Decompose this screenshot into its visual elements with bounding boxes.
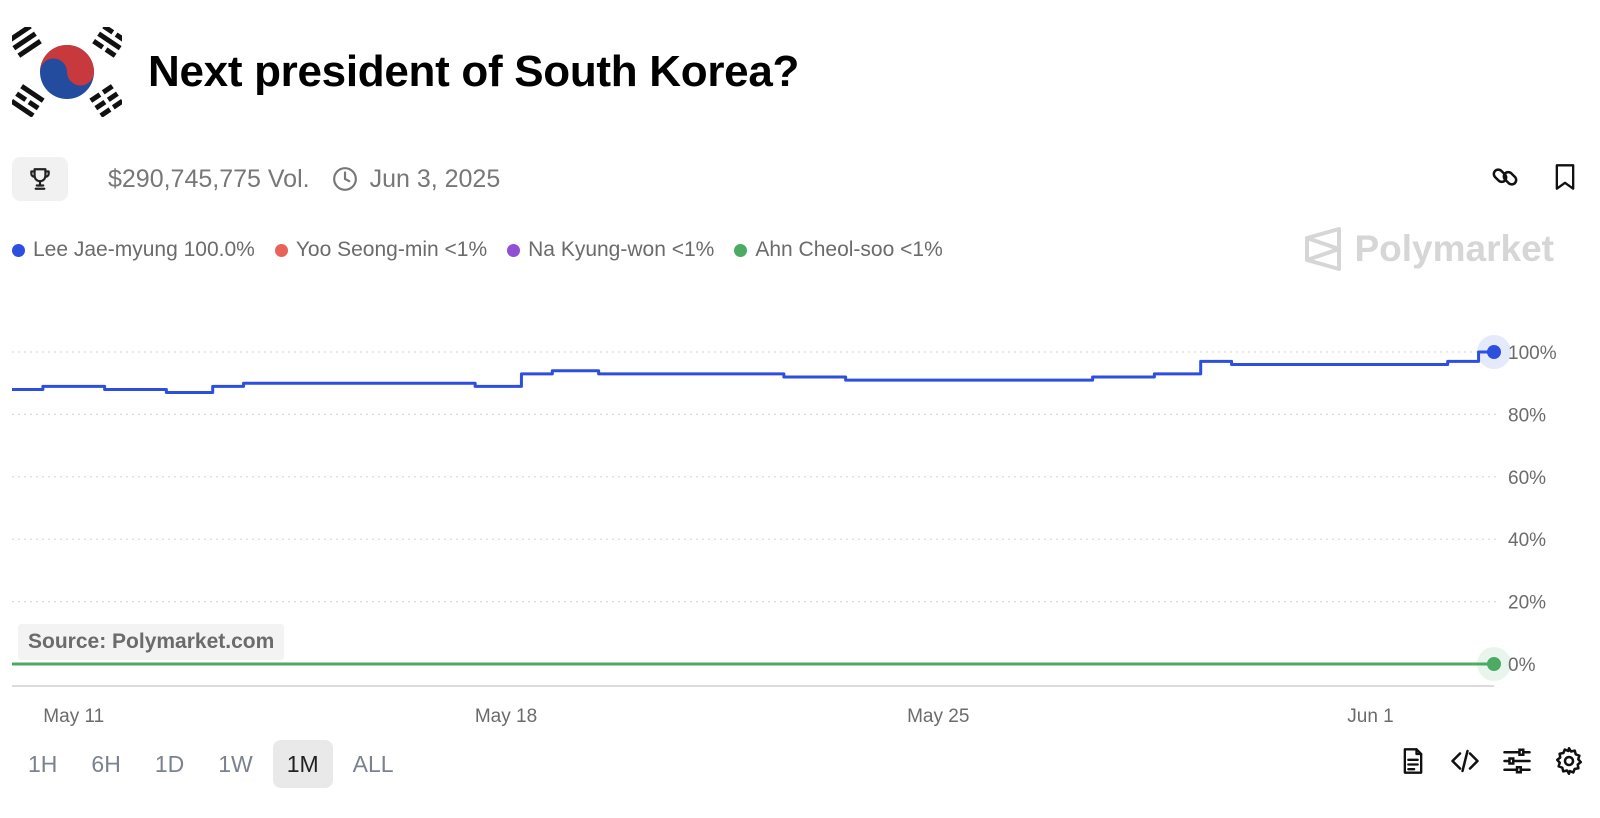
- legend-dot: [274, 243, 288, 257]
- y-tick-label: 20%: [1508, 593, 1546, 614]
- y-tick-label: 40%: [1508, 530, 1546, 551]
- chart-legend: Lee Jae-myung 100.0% Yoo Seong-min <1% N…: [12, 238, 943, 262]
- code-icon: [1451, 749, 1479, 773]
- copy-link-button[interactable]: [1488, 160, 1522, 194]
- range-all-button[interactable]: ALL: [352, 750, 394, 777]
- y-tick-label: 0%: [1508, 655, 1536, 676]
- market-meta: $290,745,775 Vol. Jun 3, 2025: [12, 157, 500, 201]
- page-title: Next president of South Korea?: [148, 47, 800, 96]
- legend-dot: [734, 243, 748, 257]
- series-line: [12, 350, 1494, 395]
- y-tick-label: 80%: [1508, 405, 1546, 426]
- settings-button[interactable]: [1552, 744, 1586, 778]
- end-date-text: Jun 3, 2025: [369, 164, 501, 193]
- legend-value: 100.0%: [183, 238, 255, 261]
- range-1w-button[interactable]: 1W: [218, 750, 253, 777]
- filters-button[interactable]: [1500, 744, 1534, 778]
- legend-dot: [12, 243, 25, 257]
- x-tick-label: May 11: [43, 706, 104, 727]
- legend-value: <1%: [900, 238, 943, 261]
- document-icon: [1403, 748, 1423, 774]
- x-tick-label: Jun 1: [1347, 706, 1393, 727]
- legend-value: <1%: [671, 238, 715, 261]
- legend-label: Na Kyung-won: [528, 238, 666, 261]
- watermark-text: Polymarket: [1354, 228, 1555, 269]
- range-1m-button[interactable]: 1M: [272, 740, 333, 788]
- market-header: Next president of South Korea?: [12, 22, 799, 122]
- embed-button[interactable]: [1448, 744, 1482, 778]
- volume-text: $290,745,775 Vol.: [108, 164, 310, 193]
- legend-item[interactable]: Yoo Seong-min <1%: [274, 238, 488, 262]
- polymarket-watermark: Polymarket: [1303, 226, 1555, 272]
- bookmark-icon: [1555, 164, 1575, 190]
- polymarket-logo-icon: [1304, 227, 1341, 271]
- range-6h-button[interactable]: 6H: [91, 750, 121, 777]
- y-tick-label: 100%: [1508, 343, 1557, 364]
- legend-item[interactable]: Lee Jae-myung 100.0%: [12, 238, 255, 262]
- legend-item[interactable]: Ahn Cheol-soo <1%: [734, 238, 943, 262]
- trophy-button[interactable]: [12, 157, 68, 201]
- range-1d-button[interactable]: 1D: [154, 750, 185, 777]
- rules-button[interactable]: [1396, 744, 1430, 778]
- x-tick-label: May 18: [475, 706, 537, 727]
- sliders-icon: [1503, 748, 1531, 774]
- series-end-point: [1487, 657, 1501, 671]
- legend-label: Ahn Cheol-soo: [755, 238, 895, 261]
- south-korea-flag-icon: [12, 27, 122, 117]
- legend-label: Lee Jae-myung: [33, 238, 178, 261]
- top-actions: [1488, 160, 1582, 194]
- trophy-icon: [30, 168, 50, 190]
- range-1h-button[interactable]: 1H: [28, 750, 58, 777]
- legend-label: Yoo Seong-min: [295, 238, 439, 261]
- source-label: Source: Polymarket.com: [18, 624, 285, 660]
- legend-value: <1%: [444, 238, 488, 261]
- x-tick-label: May 25: [907, 706, 969, 727]
- series-end-point: [1487, 345, 1501, 359]
- legend-item[interactable]: Na Kyung-won <1%: [507, 238, 714, 262]
- gear-icon: [1556, 747, 1582, 775]
- bookmark-button[interactable]: [1548, 160, 1582, 194]
- chart-actions: [1396, 744, 1586, 778]
- time-range-selector: 1H 6H 1D 1W 1M ALL: [14, 740, 408, 788]
- price-chart[interactable]: 100% 80% 60% 40% 20% 0% May 11 May 18 May 25 Jun…: [0, 300, 1600, 740]
- link-icon: [1492, 168, 1518, 186]
- clock-icon: [332, 167, 357, 191]
- y-tick-label: 60%: [1508, 468, 1546, 489]
- legend-dot: [507, 243, 521, 257]
